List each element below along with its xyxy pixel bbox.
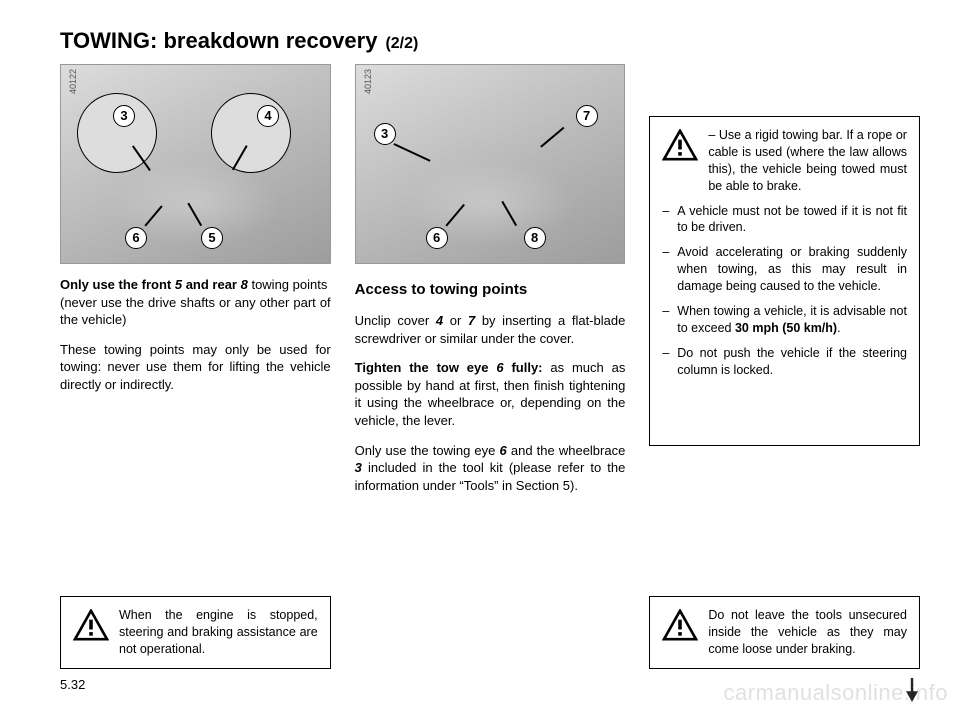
callout-7: 7 (576, 105, 598, 127)
warning-text: Do not leave the tools unsecured inside … (708, 607, 907, 658)
dash-icon: – (662, 303, 669, 337)
col1-para-2: These towing points may only be used for… (60, 341, 331, 394)
text: towing points (248, 277, 328, 292)
callout-6r: 6 (426, 227, 448, 249)
dash-icon: – (662, 244, 669, 295)
callout-line (187, 203, 201, 226)
text: Unclip cover (355, 313, 436, 328)
callout-6: 6 (125, 227, 147, 249)
speed-limit: 30 mph (50 km/h) (735, 321, 837, 335)
text: and the wheelbrace (507, 443, 626, 458)
dash-icon: – (662, 345, 669, 379)
figure-id-front: 40122 (67, 69, 79, 94)
dash-icon: – (662, 203, 669, 237)
bullet-1: –A vehicle must not be towed if it is no… (662, 203, 907, 237)
text: and rear (182, 277, 241, 292)
callout-5: 5 (201, 227, 223, 249)
callout-line (501, 201, 516, 226)
spacer (649, 458, 920, 584)
warning-main: – Use a rigid towing bar. If a rope or c… (649, 116, 920, 446)
text: Tighten the tow eye (355, 360, 497, 375)
warning-text: When the engine is stopped, steering and… (119, 607, 318, 658)
figure-rear-towing: 40123 3 7 6 8 (355, 64, 626, 264)
text: or (443, 313, 468, 328)
ref-3: 3 (355, 460, 362, 475)
callout-line (144, 205, 162, 226)
page-title-counter: (2/2) (385, 35, 418, 53)
warning-triangle-icon (662, 129, 698, 161)
top-gap (649, 64, 920, 104)
warning-triangle-icon (662, 609, 698, 641)
warning-head: – Use a rigid towing bar. If a rope or c… (662, 127, 907, 195)
figure-id-rear: 40123 (362, 69, 374, 94)
warning-head: When the engine is stopped, steering and… (73, 607, 318, 658)
text: When towing a vehicle, it is advisable n… (677, 303, 907, 337)
spacer (60, 405, 331, 584)
text: Do not push the vehicle if the steering … (677, 345, 907, 379)
col2-para-1: Unclip cover 4 or 7 by inserting a flat-… (355, 312, 626, 347)
column-1: 40122 3 4 6 5 Only use the front 5 and r… (60, 64, 331, 669)
bullet-2: –Avoid accelerating or braking suddenly … (662, 244, 907, 295)
page-footer: 5.32 (60, 677, 920, 692)
manual-page: TOWING: breakdown recovery (2/2) 40122 3… (0, 0, 960, 710)
text: A vehicle must not be towed if it is not… (677, 203, 907, 237)
figure-inset-right (211, 93, 291, 173)
col2-heading: Access to towing points (355, 280, 626, 300)
warning-tools-loose: Do not leave the tools unsecured inside … (649, 596, 920, 669)
bullet-3: –When towing a vehicle, it is advisable … (662, 303, 907, 337)
column-2: 40123 3 7 6 8 Access to towing points Un… (355, 64, 626, 669)
col2-para-3: Only use the towing eye 6 and the wheelb… (355, 442, 626, 495)
page-number: 5.32 (60, 677, 85, 692)
column-3: – Use a rigid towing bar. If a rope or c… (649, 64, 920, 669)
warning-bullets: –A vehicle must not be towed if it is no… (662, 203, 907, 379)
warning-engine-stopped: When the engine is stopped, steering and… (60, 596, 331, 669)
t: . (837, 321, 840, 335)
text: (never use the drive shafts or any other… (60, 295, 331, 328)
text: Use a rigid towing bar. If a rope or cab… (708, 128, 907, 193)
page-title-row: TOWING: breakdown recovery (2/2) (60, 28, 920, 54)
callout-3r: 3 (374, 123, 396, 145)
text: Avoid accelerating or braking suddenly w… (677, 244, 907, 295)
callout-4: 4 (257, 105, 279, 127)
text: included in the tool kit (please refer t… (355, 460, 626, 493)
warning-lead: – Use a rigid towing bar. If a rope or c… (708, 127, 907, 195)
callout-line (393, 143, 430, 161)
col2-para-2: Tighten the tow eye 6 fully: as much as … (355, 359, 626, 429)
callout-8: 8 (524, 227, 546, 249)
figure-front-towing: 40122 3 4 6 5 (60, 64, 331, 264)
callout-3: 3 (113, 105, 135, 127)
warning-head: Do not leave the tools unsecured inside … (662, 607, 907, 658)
bullet-4: –Do not push the vehicle if the steering… (662, 345, 907, 379)
ref-6b: 6 (500, 443, 507, 458)
col1-para-1: Only use the front 5 and rear 8 towing p… (60, 276, 331, 329)
page-title: TOWING: breakdown recovery (60, 28, 377, 54)
ref-4: 4 (436, 313, 443, 328)
ref-6: 6 (496, 360, 503, 375)
text: Only use the front (60, 277, 175, 292)
warning-triangle-icon (73, 609, 109, 641)
ref-8: 8 (241, 277, 248, 292)
text: fully: (504, 360, 543, 375)
text: Only use the towing eye (355, 443, 500, 458)
content-columns: 40122 3 4 6 5 Only use the front 5 and r… (60, 64, 920, 669)
callout-line (540, 127, 564, 147)
ref-5: 5 (175, 277, 182, 292)
callout-line (445, 204, 464, 226)
